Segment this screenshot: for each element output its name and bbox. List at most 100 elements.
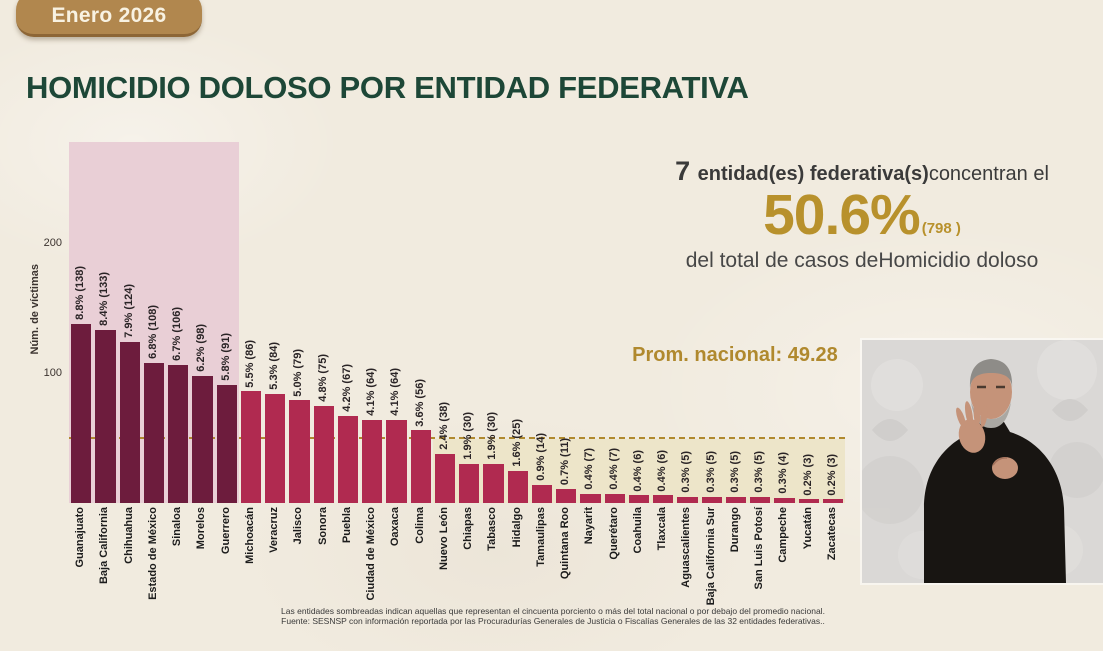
bar [240,391,261,503]
interpreter-figure [924,359,1066,583]
concentration-count: (798 ) [921,220,961,237]
national-average-label: Prom. nacional: 49.28 [632,344,838,366]
x-axis-label: Hidalgo [510,507,523,548]
bar [701,496,722,503]
bar-value-label: 1.9% (30) [462,412,475,460]
x-axis-label: Zacatecas [825,507,838,561]
bar [750,496,771,503]
bar [507,470,528,503]
bar-value-label: 5.0% (79) [292,348,305,397]
footnote-line2: Fuente: SESNSP con información reportada… [281,616,825,626]
bar-value-label: 4.1% (64) [389,368,402,416]
bar [313,405,334,503]
bar-value-label: 0.9% (14) [534,433,547,481]
bar [119,341,140,503]
bar-value-label: 0.4% (7) [583,448,596,490]
footnote: Las entidades sombreadas indican aquella… [120,606,986,626]
x-axis-label: Chihuahua [122,507,135,564]
bar-value-label: 5.3% (84) [268,342,281,390]
y-axis-tick: 200 [43,237,62,249]
bar-value-label: 0.2% (3) [801,453,814,496]
x-axis-label: Jalisco [292,507,305,545]
x-axis-label: Guerrero [219,507,232,555]
x-axis-label: Michoacán [243,507,256,564]
x-axis-label: Campeche [777,507,790,563]
bar-value-label: 0.3% (5) [704,450,717,493]
x-axis-label: Tlaxcala [656,507,669,551]
bar [337,415,358,503]
x-axis-label: San Luis Potosí [753,507,766,590]
x-axis-label: Tabasco [486,507,499,551]
bar [628,495,649,503]
bar [95,330,116,503]
x-axis-label: Puebla [340,507,353,544]
bar [192,375,213,503]
bar [774,497,795,503]
bar [483,464,504,503]
footnote-line1: Las entidades sombreadas indican aquella… [281,606,825,616]
x-axis-label: Sonora [316,507,329,545]
bar-value-label: 7.9% (124) [122,284,135,338]
concentration-percent: 50.6% [763,183,921,247]
bar-value-label: 0.3% (5) [753,450,766,493]
interpreter-video [862,340,1103,583]
x-axis-label: Oaxaca [389,507,402,547]
bar-value-label: 0.3% (5) [728,450,741,493]
bar [556,488,577,503]
x-axis-label: Sinaloa [171,507,184,547]
summary-line3: del total de casos deHomicidio doloso [685,249,1039,272]
bar [386,419,407,503]
x-axis-label: Colima [413,507,426,544]
x-axis-label: Querétaro [607,507,620,560]
bar-value-label: 8.4% (133) [98,272,111,327]
x-axis-label: Quintana Roo [559,507,572,580]
bar [434,453,455,503]
bar-value-label: 2.4% (38) [437,401,450,450]
bar [143,362,164,503]
x-axis-label: Nayarit [583,507,596,545]
x-axis-label: Aguascalientes [680,507,693,588]
bar [604,493,625,503]
y-axis-tick: 100 [43,367,62,379]
x-axis-label: Estado de México [146,507,159,600]
x-axis-label: Chiapas [462,507,475,550]
bar-value-label: 6.8% (108) [146,304,159,359]
x-axis-label: Coahuila [631,507,644,554]
bar-value-label: 0.4% (6) [656,449,669,492]
bar-value-label: 0.4% (6) [631,449,644,492]
bar-value-label: 3.6% (56) [413,378,426,427]
summary-line1: 7 entidad(es) federativa(s)concentran el [627,156,1097,187]
bar-value-label: 1.9% (30) [486,412,499,460]
national-average-line [69,436,845,439]
bar [653,495,674,503]
bar [216,384,237,503]
x-axis-label: Nuevo León [437,507,450,570]
x-axis-label: Baja California Sur [704,507,717,606]
bar [265,393,286,503]
interpreter-fist [992,457,1018,479]
bar-value-label: 4.8% (75) [316,353,329,402]
y-axis-title: Núm. de víctimas [29,264,41,355]
bar-value-label: 5.5% (86) [243,339,256,388]
bar [168,365,189,503]
date-badge: Enero 2026 [16,0,202,37]
x-axis-label: Tamaulipas [534,507,547,567]
bar-value-label: 0.3% (5) [680,450,693,493]
interpreter-open-hand [956,400,988,453]
bar-value-label: 5.8% (91) [219,333,232,381]
interpreter-face [970,365,1012,419]
bar [677,496,698,503]
x-axis-label: Veracruz [268,507,281,553]
bar-value-label: 0.7% (11) [559,437,572,485]
bar-value-label: 0.3% (4) [777,452,790,494]
summary-rest-text: concentran el [928,163,1049,185]
bar [822,499,843,503]
summary-percent-row: 50.6% (798 ) [627,183,1097,247]
bar-value-label: 4.1% (64) [365,368,378,416]
bar-value-label: 8.8% (138) [74,265,87,320]
bar [410,430,431,503]
bar-value-label: 1.6% (25) [510,418,523,467]
bar [580,493,601,503]
